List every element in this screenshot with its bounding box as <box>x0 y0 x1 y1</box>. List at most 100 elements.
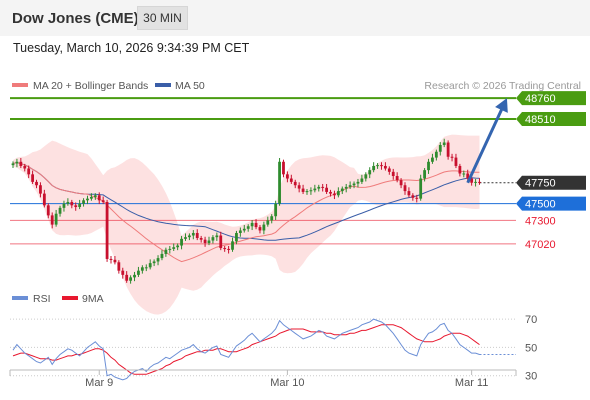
rsi-tick-label: 50 <box>525 342 537 354</box>
candle-body <box>423 170 426 179</box>
candle-body <box>258 227 262 231</box>
support-level-label: 47020 <box>525 239 556 251</box>
candle-body <box>399 180 403 186</box>
ma50-legend-swatch <box>155 83 171 87</box>
candle-body <box>152 261 156 264</box>
candle-body <box>42 193 46 206</box>
candle-body <box>317 186 321 189</box>
candle-body <box>454 157 458 166</box>
pivot-level-tag: 47500 <box>516 196 586 211</box>
candle-body <box>474 181 477 183</box>
candle-body <box>462 173 466 175</box>
candle-body <box>203 239 207 244</box>
candle-body <box>478 181 481 183</box>
candle-body <box>211 237 215 241</box>
candle-body <box>391 171 395 177</box>
candle-body <box>235 232 238 242</box>
candle-body <box>195 232 199 239</box>
candle-body <box>458 165 462 174</box>
candle-body <box>101 200 105 202</box>
chart-header: Dow Jones (CME) 30 MIN <box>0 0 590 36</box>
candle-body <box>266 220 270 225</box>
candle-body <box>446 142 450 157</box>
resistance-level-label: 48510 <box>525 114 556 126</box>
price-legend: MA 20 + Bollinger Bands MA 50 Research ©… <box>12 80 581 92</box>
candle-body <box>144 267 148 269</box>
candle-body <box>137 270 140 275</box>
pivot-level-label: 47500 <box>525 199 556 211</box>
timeframe-button[interactable]: 30 MIN <box>137 6 188 30</box>
time-axis-label: Mar 11 <box>455 377 488 389</box>
candle-body <box>35 181 38 186</box>
candle-body <box>340 188 344 192</box>
support-level-label: 47300 <box>525 215 556 227</box>
candle-body <box>270 216 274 221</box>
candle-body <box>309 190 313 192</box>
candle-body <box>199 238 203 240</box>
candle-body <box>19 161 23 166</box>
resistance-level-label: 48760 <box>525 93 556 105</box>
candle-body <box>242 228 246 231</box>
candle-body <box>133 274 136 278</box>
candle-body <box>172 247 176 249</box>
candle-body <box>82 200 85 204</box>
candle-body <box>140 267 144 271</box>
current-level-tag-bg <box>516 175 586 190</box>
time-axis-label: Mar 10 <box>270 377 304 389</box>
candle-body <box>109 258 113 260</box>
rsi-ma-line <box>12 324 480 375</box>
ma20-legend-label: MA 20 + Bollinger Bands <box>33 80 148 92</box>
candle-body <box>356 181 360 184</box>
candle-body <box>305 191 309 193</box>
candle-body <box>286 174 289 179</box>
candle-body <box>62 203 66 208</box>
candle-body <box>86 198 89 201</box>
candle-body <box>180 238 183 246</box>
candle-body <box>297 185 301 189</box>
candle-body <box>70 201 74 206</box>
candle-body <box>352 183 356 186</box>
rsi-legend-label: RSI <box>33 293 51 305</box>
price-plot: 48760 48510 47750 47500 47300 47020 <box>10 91 586 315</box>
time-axis: Mar 9 Mar 10 Mar 11 <box>9 369 517 389</box>
resistance-level-tag: 48510 <box>516 112 586 127</box>
candle-body <box>450 156 454 158</box>
candle-body <box>419 178 423 199</box>
copyright-text: Research © 2026 Trading Central <box>424 80 581 92</box>
candle-body <box>227 248 230 250</box>
candle-body <box>384 165 387 169</box>
ma50-line <box>12 162 480 241</box>
candle-body <box>380 165 383 167</box>
forecast-arrow-shaft <box>466 106 505 184</box>
candle-body <box>90 196 93 199</box>
candle-body <box>325 187 328 192</box>
candle-body <box>160 253 164 259</box>
ma50-legend-label: MA 50 <box>175 80 205 92</box>
resistance-level-tag-bg <box>516 112 586 127</box>
candle-body <box>395 176 399 181</box>
candle-body <box>262 224 266 231</box>
ma20-legend-swatch <box>12 83 28 87</box>
candle-body <box>376 165 379 167</box>
rsi-tick-label: 70 <box>525 314 537 326</box>
candle-body <box>176 245 180 248</box>
candle-body <box>231 241 234 250</box>
candle-body <box>278 161 281 204</box>
ma20-line <box>12 162 480 263</box>
rsi-legend-swatch <box>12 296 28 300</box>
bollinger-band <box>13 134 480 315</box>
candle-body <box>74 205 78 208</box>
candle-body <box>387 168 391 172</box>
candle-body <box>121 270 125 275</box>
candle-body <box>156 258 160 262</box>
candle-body <box>184 237 187 239</box>
resistance-level-tag: 48760 <box>516 91 586 106</box>
candle-body <box>431 157 434 162</box>
current-level-tag: 47750 <box>516 175 586 190</box>
candle-body <box>113 259 117 263</box>
candle-body <box>215 235 219 238</box>
candle-body <box>168 248 172 250</box>
rsi-legend: RSI 9MA <box>12 293 104 305</box>
time-axis-label: Mar 9 <box>85 377 113 389</box>
